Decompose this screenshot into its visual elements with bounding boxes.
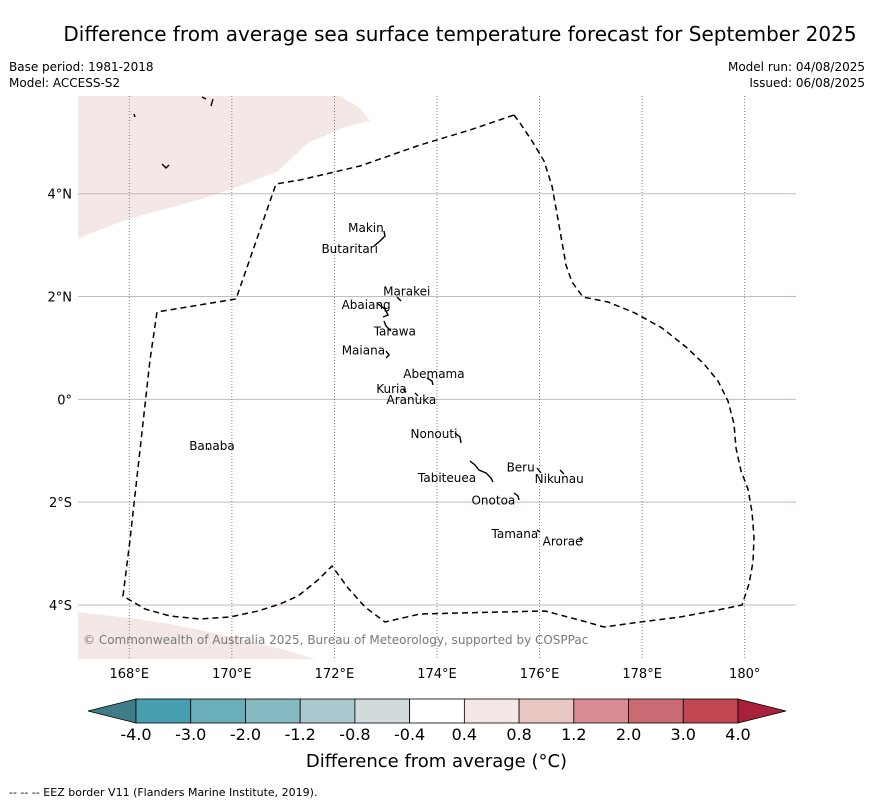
lon-tick-label: 170°E (212, 667, 252, 682)
colorbar-segment (135, 698, 192, 724)
lat-tick-label: 2°S (49, 496, 72, 511)
lon-tick-label: 174°E (417, 667, 457, 682)
northern-islet-1 (133, 113, 136, 118)
meta-left: Base period: 1981-2018 Model: ACCESS-S2 (9, 59, 154, 91)
model-name: Model: ACCESS-S2 (9, 76, 121, 90)
tabiteuea-coast (469, 460, 494, 483)
colorbar-title: Difference from average (°C) (305, 751, 568, 772)
colorbar-segment (682, 698, 739, 724)
lat-tick-label: 0° (57, 393, 72, 408)
model-run: Model run: 04/08/2025 (727, 60, 865, 74)
lon-tick-label: 178°E (622, 667, 662, 682)
anomaly-field (78, 96, 370, 659)
lon-tick-label: 176°E (520, 667, 560, 682)
meta-right: Model run: 04/08/2025 Issued: 06/08/2025 (728, 59, 865, 91)
kuria-coast (402, 388, 407, 393)
island-label-nonouti: Nonouti (411, 427, 458, 441)
colorbar-segment (409, 698, 465, 724)
tamana-coast (536, 529, 541, 533)
island-label-abemama: Abemama (403, 367, 464, 381)
issued-date: Issued: 06/08/2025 (749, 76, 865, 90)
colorbar-tick-label: -3.0 (175, 725, 206, 744)
colorbar-segment (245, 698, 301, 724)
colorbar-segment (299, 698, 356, 724)
latitude-labels: 4°N 2°N 0° 2°S 4°S (48, 188, 73, 614)
gridlines (78, 96, 796, 659)
colorbar-tick-label: -0.4 (394, 725, 425, 744)
colorbar-segment (628, 698, 684, 724)
island-label-banaba: Banaba (189, 439, 235, 453)
maiana-coast (385, 350, 390, 359)
colorbar-tick-label: 0.4 (452, 725, 477, 744)
island-coastlines (133, 96, 584, 541)
colorbar-under-arrow (87, 698, 137, 724)
colorbar-over-arrow (737, 698, 787, 724)
lon-tick-label: 172°E (315, 667, 355, 682)
island-label-nikunau: Nikunau (535, 472, 584, 486)
onotoa-coast (513, 492, 520, 501)
colorbar-tick-label: -2.0 (230, 725, 261, 744)
abemama-coast (426, 377, 434, 386)
copyright-notice: © Commonwealth of Australia 2025, Bureau… (83, 633, 588, 647)
colorbar-tick-label: 4.0 (725, 725, 750, 744)
island-label-tarawa: Tarawa (373, 324, 416, 338)
northern-islet-2 (161, 163, 170, 169)
colorbar-segment (573, 698, 629, 724)
nonouti-coast (454, 432, 462, 444)
lat-tick-label: 2°N (48, 291, 73, 306)
northern-islet-3 (201, 96, 214, 107)
colorbar-segment (190, 698, 246, 724)
island-label-beru: Beru (507, 461, 535, 475)
marakei-coast (396, 296, 402, 302)
lon-tick-label: 180° (729, 667, 760, 682)
colorbar-tick-label: -1.2 (285, 725, 316, 744)
colorbar-tick-label: -4.0 (120, 725, 151, 744)
anomaly-region-north (78, 96, 370, 239)
island-label-abaiang: Abaiang (342, 298, 391, 312)
eez-footnote: -- -- -- EEZ border V11 (Flanders Marine… (9, 786, 318, 799)
island-label-tamana: Tamana (491, 527, 539, 541)
lat-tick-label: 4°N (48, 188, 73, 203)
colorbar-tick-label: 3.0 (671, 725, 696, 744)
nikunau-coast (559, 469, 565, 475)
island-label-onotoa: Onotoa (471, 493, 515, 507)
makin-coast (373, 230, 386, 247)
island-label-butaritari: Butaritari (321, 242, 378, 256)
island-label-marakei: Marakei (383, 285, 430, 299)
colorbar: -4.0 -3.0 -2.0 -1.2 -0.8 -0.4 0.4 0.8 1.2 2.0 3.0 4… (87, 698, 787, 744)
map-title: Difference from average sea surface temp… (63, 22, 857, 46)
island-label-tabiteuea: Tabiteuea (417, 471, 476, 485)
colorbar-tick-label: 0.8 (506, 725, 531, 744)
arorae-coast (579, 536, 584, 541)
longitude-labels: 168°E 170°E 172°E 174°E 176°E 178°E 180° (110, 667, 761, 682)
base-period: Base period: 1981-2018 (9, 60, 154, 74)
colorbar-segment (518, 698, 575, 724)
island-label-maiana: Maiana (342, 344, 385, 358)
island-label-makin: Makin (348, 221, 384, 235)
eez-border (122, 114, 755, 628)
aranuka-coast (414, 392, 419, 397)
anomaly-region-south (78, 612, 315, 659)
lon-tick-label: 168°E (110, 667, 150, 682)
island-label-aranuka: Aranuka (386, 393, 436, 407)
colorbar-tick-label: -0.8 (339, 725, 370, 744)
island-label-kuria: Kuria (376, 382, 407, 396)
colorbar-tick-label: 1.2 (561, 725, 586, 744)
abaiang-coast (377, 303, 389, 318)
lat-tick-label: 4°S (49, 599, 72, 614)
island-label-arorae: Arorae (543, 535, 583, 549)
colorbar-tick-label: 2.0 (616, 725, 641, 744)
beru-coast (536, 467, 542, 474)
tarawa-coast (383, 320, 392, 332)
colorbar-segment (463, 698, 520, 724)
colorbar-segment (354, 698, 411, 724)
banaba-coast (207, 447, 210, 451)
